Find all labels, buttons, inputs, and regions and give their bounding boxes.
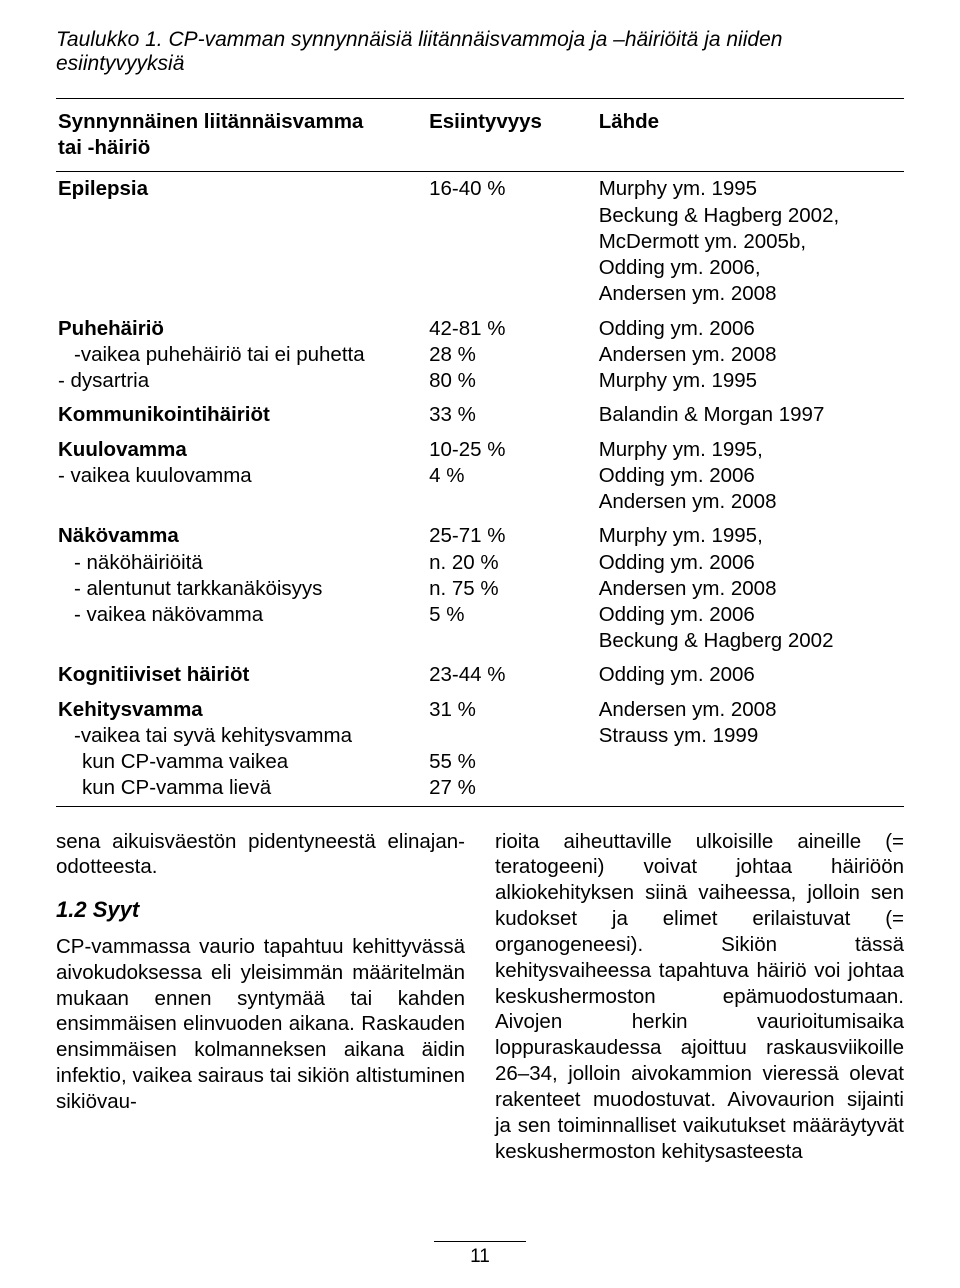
row-value: 33 % xyxy=(429,402,599,428)
row-source: Andersen ym. 2008 xyxy=(599,342,904,368)
row-source: Odding ym. 2006, xyxy=(599,255,904,281)
body-text: sena aikuisväestön pidentyneestä elinaja… xyxy=(56,829,465,881)
row-sublabel: - vaikea näkövamma xyxy=(58,602,429,628)
row-label: Puhehäiriö xyxy=(58,316,429,342)
row-value: 42-81 % xyxy=(429,316,599,342)
row-value: 27 % xyxy=(429,775,599,801)
row-source: Andersen ym. 2008 xyxy=(599,281,904,307)
row-source: Odding ym. 2006 xyxy=(599,463,904,489)
header-col1: Synnynnäinen liitännäisvamma tai -häiriö xyxy=(56,109,429,161)
data-table: Synnynnäinen liitännäisvamma tai -häiriö… xyxy=(56,98,904,807)
row-label: Kehitysvamma xyxy=(58,697,429,723)
row-sublabel: -vaikea tai syvä kehitysvamma xyxy=(58,723,429,749)
row-sublabel: kun CP-vamma vaikea xyxy=(58,749,429,775)
row-value: 4 % xyxy=(429,463,599,489)
section-heading: 1.2 Syyt xyxy=(56,896,465,924)
table-row: Kehitysvamma -vaikea tai syvä kehitysvam… xyxy=(56,693,904,806)
row-value: 80 % xyxy=(429,368,599,394)
row-sublabel: kun CP-vamma lievä xyxy=(58,775,429,801)
right-column: rioita aiheuttaville ulkoisille aineille… xyxy=(495,829,904,1165)
row-value: 23-44 % xyxy=(429,662,599,688)
header-col2: Esiintyvyys xyxy=(429,109,599,161)
row-source: Beckung & Hagberg 2002, xyxy=(599,203,904,229)
row-source: Murphy ym. 1995, xyxy=(599,437,904,463)
row-source: Odding ym. 2006 xyxy=(599,550,904,576)
row-value: n. 20 % xyxy=(429,550,599,576)
row-label: Kommunikointihäiriöt xyxy=(58,402,429,428)
header-col1-line1: Synnynnäinen liitännäisvamma xyxy=(58,109,429,135)
row-value: 16-40 % xyxy=(429,176,599,202)
row-label: Kognitiiviset häiriöt xyxy=(58,662,429,688)
row-label: Epilepsia xyxy=(58,176,429,202)
page-number: 11 xyxy=(0,1241,960,1268)
table-row: Kommunikointihäiriöt 33 % Balandin & Mor… xyxy=(56,398,904,432)
table-header-row: Synnynnäinen liitännäisvamma tai -häiriö… xyxy=(56,99,904,172)
table-row: Epilepsia 16-40 % Murphy ym. 1995 Beckun… xyxy=(56,172,904,311)
page-number-value: 11 xyxy=(434,1241,526,1268)
row-sublabel: - alentunut tarkkanäköisyys xyxy=(58,576,429,602)
row-source: Andersen ym. 2008 xyxy=(599,697,904,723)
row-source: Murphy ym. 1995 xyxy=(599,368,904,394)
body-text: rioita aiheuttaville ulkoisille aineille… xyxy=(495,829,904,1165)
row-value: n. 75 % xyxy=(429,576,599,602)
row-source: Odding ym. 2006 xyxy=(599,316,904,342)
table-row: Kuulovamma - vaikea kuulovamma 10-25 % 4… xyxy=(56,433,904,520)
row-source: Andersen ym. 2008 xyxy=(599,489,904,515)
row-source: Strauss ym. 1999 xyxy=(599,723,904,749)
table-caption: Taulukko 1. CP-vamman synnynnäisiä liitä… xyxy=(56,28,904,76)
row-label: Näkövamma xyxy=(58,523,429,549)
body-columns: sena aikuisväestön pidentyneestä elinaja… xyxy=(56,829,904,1165)
row-value: 31 % xyxy=(429,697,599,723)
row-sublabel: -vaikea puhehäiriö tai ei puhetta xyxy=(58,342,429,368)
row-source: Balandin & Morgan 1997 xyxy=(599,402,904,428)
row-source: Odding ym. 2006 xyxy=(599,602,904,628)
row-value: 10-25 % xyxy=(429,437,599,463)
row-source: Andersen ym. 2008 xyxy=(599,576,904,602)
table-row: Puhehäiriö -vaikea puhehäiriö tai ei puh… xyxy=(56,312,904,399)
row-sublabel: - dysartria xyxy=(58,368,429,394)
row-value: 5 % xyxy=(429,602,599,628)
table-row: Näkövamma - näköhäiriöitä - alentunut ta… xyxy=(56,519,904,658)
row-value: 25-71 % xyxy=(429,523,599,549)
row-value xyxy=(429,723,599,749)
row-value: 28 % xyxy=(429,342,599,368)
left-column: sena aikuisväestön pidentyneestä elinaja… xyxy=(56,829,465,1165)
row-source: McDermott ym. 2005b, xyxy=(599,229,904,255)
header-col1-line2: tai -häiriö xyxy=(58,135,429,161)
row-source: Murphy ym. 1995 xyxy=(599,176,904,202)
row-sublabel: - näköhäiriöitä xyxy=(58,550,429,576)
row-sublabel: - vaikea kuulovamma xyxy=(58,463,429,489)
row-value: 55 % xyxy=(429,749,599,775)
row-source: Murphy ym. 1995, xyxy=(599,523,904,549)
table-row: Kognitiiviset häiriöt 23-44 % Odding ym.… xyxy=(56,658,904,692)
row-source: Beckung & Hagberg 2002 xyxy=(599,628,904,654)
text-line: sena aikuisväestön pidentyneestä elinaja… xyxy=(56,830,465,853)
row-label: Kuulovamma xyxy=(58,437,429,463)
header-col3: Lähde xyxy=(599,109,904,161)
row-source: Odding ym. 2006 xyxy=(599,662,904,688)
body-text: CP-vammassa vaurio tapahtuu kehittyvässä… xyxy=(56,934,465,1115)
text-line: odotteesta. xyxy=(56,855,157,878)
